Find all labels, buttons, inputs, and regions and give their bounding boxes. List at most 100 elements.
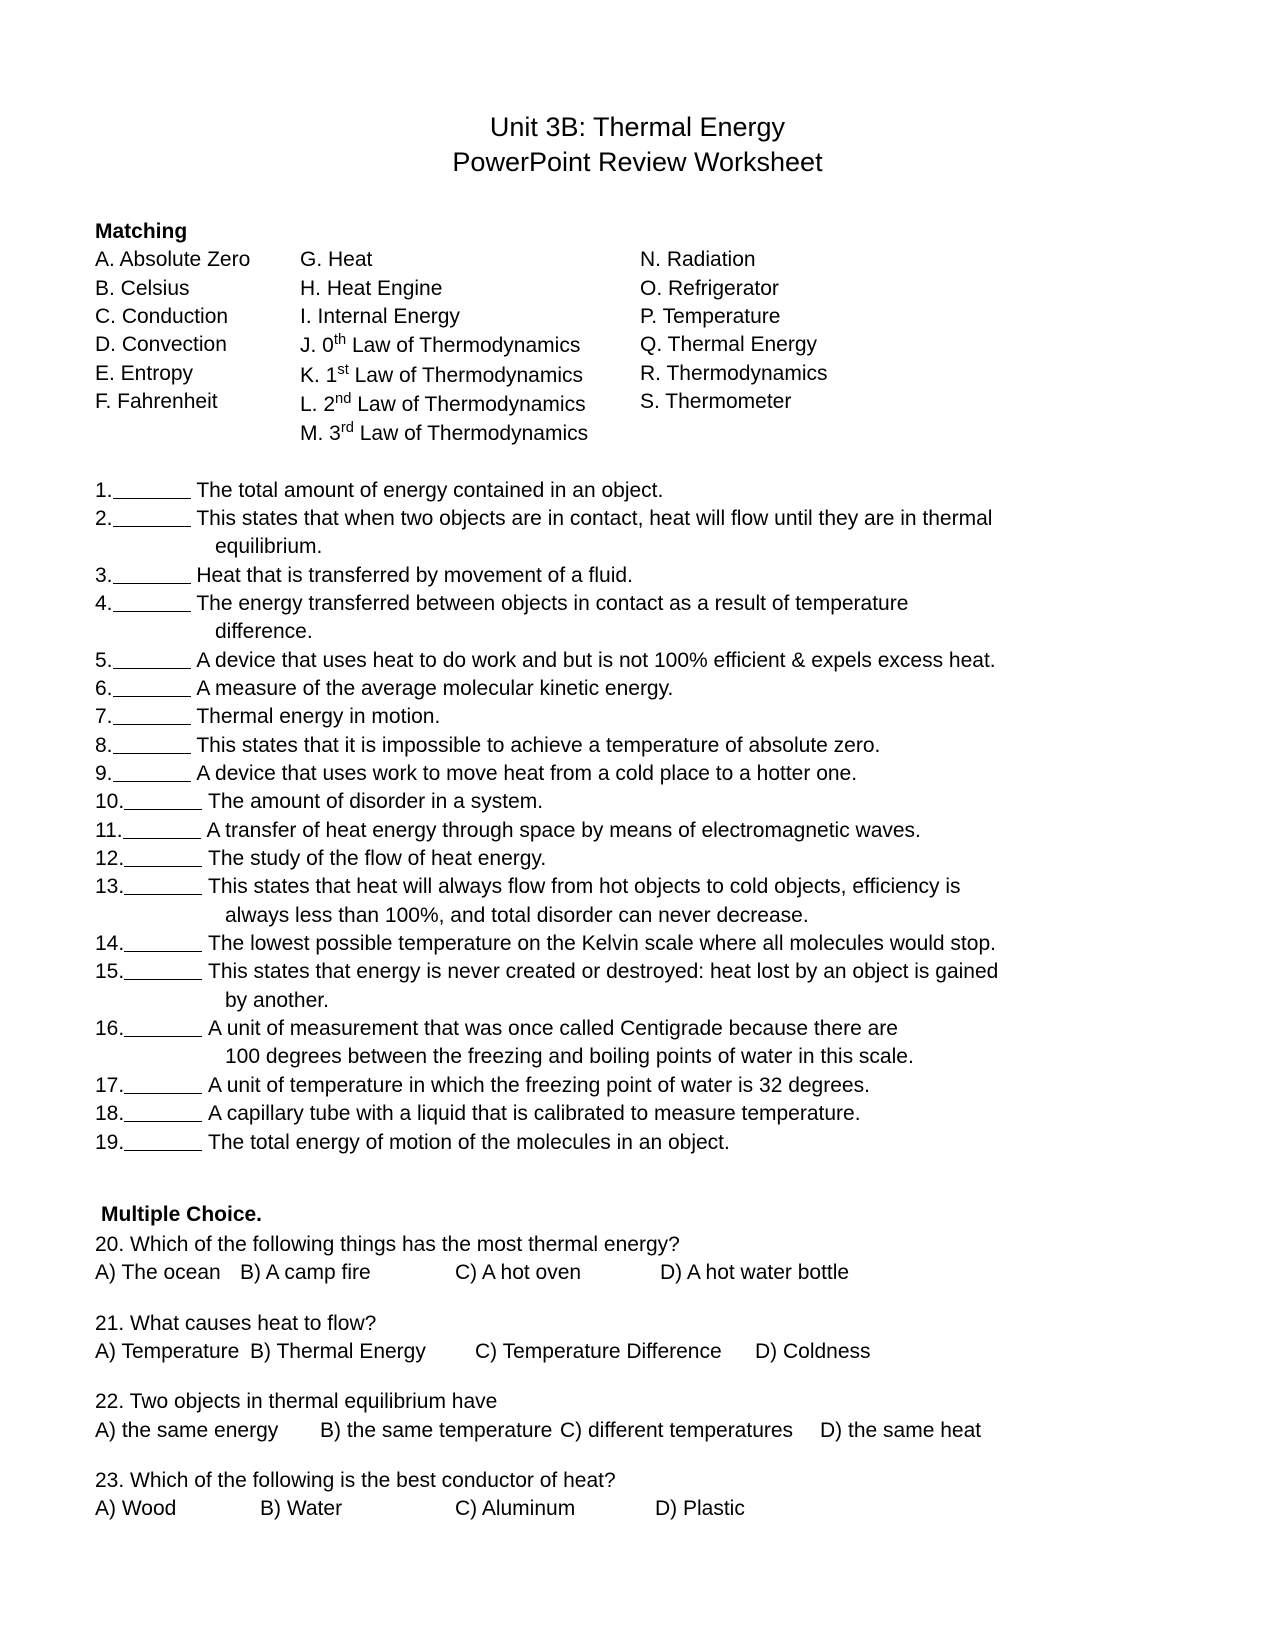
matching-columns: A. Absolute ZeroB. CelsiusC. ConductionD… [95,246,1180,448]
mc-option[interactable]: C) different temperatures [560,1417,820,1445]
answer-blank[interactable] [124,1100,202,1122]
answer-blank[interactable] [113,647,191,669]
mc-option[interactable]: D) the same heat [820,1417,981,1445]
matching-questions: 1. The total amount of energy contained … [95,477,1180,1157]
question-row: 9. A device that uses work to move heat … [95,760,1180,788]
question-text: The energy transferred between objects i… [196,590,1180,618]
answer-blank[interactable] [113,675,191,697]
question-number: 14. [95,930,124,958]
answer-blank[interactable] [124,930,202,952]
mc-option[interactable]: C) Temperature Difference [475,1338,755,1366]
question-row: 4. The energy transferred between object… [95,590,1180,618]
match-term: A. Absolute Zero [95,246,300,274]
mc-question: 21. What causes heat to flow? [95,1310,1180,1338]
mc-option[interactable]: A) Temperature [95,1338,250,1366]
match-term: E. Entropy [95,360,300,388]
match-term: Q. Thermal Energy [640,331,828,359]
answer-blank[interactable] [113,732,191,754]
question-continuation: always less than 100%, and total disorde… [95,902,1180,930]
question-text: This states that energy is never created… [208,958,1180,986]
question-number: 6. [95,675,113,703]
answer-blank[interactable] [123,817,201,839]
mc-option[interactable]: D) A hot water bottle [660,1259,849,1287]
mc-option[interactable]: A) Wood [95,1495,260,1523]
answer-blank[interactable] [113,590,191,612]
question-continuation: difference. [95,618,1180,646]
question-text: 100 degrees between the freezing and boi… [225,1043,914,1071]
match-term: D. Convection [95,331,300,359]
mc-option[interactable]: C) Aluminum [455,1495,655,1523]
question-text: A device that uses heat to do work and b… [196,647,1180,675]
mc-option[interactable]: D) Coldness [755,1338,871,1366]
mc-question-block: 21. What causes heat to flow?A) Temperat… [95,1310,1180,1367]
mc-options: A) WoodB) WaterC) AluminumD) Plastic [95,1495,1180,1523]
match-term: M. 3rd Law of Thermodynamics [300,419,640,448]
question-number: 5. [95,647,113,675]
mc-option[interactable]: B) Thermal Energy [250,1338,475,1366]
question-text: A unit of measurement that was once call… [208,1015,1180,1043]
title-line-1: Unit 3B: Thermal Energy [95,110,1180,145]
match-col-1: A. Absolute ZeroB. CelsiusC. ConductionD… [95,246,300,448]
worksheet-page: Unit 3B: Thermal Energy PowerPoint Revie… [0,0,1275,1650]
answer-blank[interactable] [124,958,202,980]
answer-blank[interactable] [124,845,202,867]
question-text: The study of the flow of heat energy. [208,845,1180,873]
question-row: 1. The total amount of energy contained … [95,477,1180,505]
question-row: 6. A measure of the average molecular ki… [95,675,1180,703]
match-term: K. 1st Law of Thermodynamics [300,361,640,390]
question-text: The lowest possible temperature on the K… [208,930,1180,958]
question-number: 9. [95,760,113,788]
mc-option[interactable]: B) A camp fire [240,1259,455,1287]
mc-option[interactable]: B) Water [260,1495,455,1523]
question-text: This states that when two objects are in… [196,505,1180,533]
question-row: 11. A transfer of heat energy through sp… [95,817,1180,845]
question-number: 17. [95,1072,124,1100]
match-term: C. Conduction [95,303,300,331]
question-text: This states that it is impossible to ach… [196,732,1180,760]
question-row: 16. A unit of measurement that was once … [95,1015,1180,1043]
match-term: I. Internal Energy [300,303,640,331]
mc-question: 20. Which of the following things has th… [95,1231,1180,1259]
mc-options: A) the same energyB) the same temperatur… [95,1417,1180,1445]
question-text: difference. [215,618,313,646]
question-continuation: equilibrium. [95,533,1180,561]
mc-option[interactable]: A) The ocean [95,1259,240,1287]
answer-blank[interactable] [124,788,202,810]
question-continuation: 100 degrees between the freezing and boi… [95,1043,1180,1071]
mc-option[interactable]: D) Plastic [655,1495,745,1523]
mc-option[interactable]: B) the same temperature [320,1417,560,1445]
question-text: A measure of the average molecular kinet… [196,675,1180,703]
answer-blank[interactable] [113,562,191,584]
question-row: 14. The lowest possible temperature on t… [95,930,1180,958]
question-number: 1. [95,477,113,505]
match-term: N. Radiation [640,246,828,274]
question-number: 11. [95,817,123,845]
answer-blank[interactable] [124,1129,202,1151]
answer-blank[interactable] [113,505,191,527]
multiple-choice-heading: Multiple Choice. [95,1203,1180,1227]
answer-blank[interactable] [124,873,202,895]
match-term: B. Celsius [95,275,300,303]
question-row: 2. This states that when two objects are… [95,505,1180,533]
answer-blank[interactable] [124,1072,202,1094]
match-term: O. Refrigerator [640,275,828,303]
mc-options: A) The oceanB) A camp fireC) A hot ovenD… [95,1259,1180,1287]
mc-question-block: 20. Which of the following things has th… [95,1231,1180,1288]
question-row: 3. Heat that is transferred by movement … [95,562,1180,590]
answer-blank[interactable] [124,1015,202,1037]
match-term: S. Thermometer [640,388,828,416]
match-term: P. Temperature [640,303,828,331]
answer-blank[interactable] [113,703,191,725]
answer-blank[interactable] [113,760,191,782]
question-continuation: by another. [95,987,1180,1015]
answer-blank[interactable] [113,477,191,499]
mc-question-block: 23. Which of the following is the best c… [95,1467,1180,1524]
question-row: 5. A device that uses heat to do work an… [95,647,1180,675]
mc-option[interactable]: C) A hot oven [455,1259,660,1287]
question-text: always less than 100%, and total disorde… [225,902,809,930]
question-text: A transfer of heat energy through space … [206,817,1180,845]
multiple-choice-questions: 20. Which of the following things has th… [95,1231,1180,1524]
mc-option[interactable]: A) the same energy [95,1417,320,1445]
question-text: The total amount of energy contained in … [196,477,1180,505]
match-col-2: G. HeatH. Heat EngineI. Internal EnergyJ… [300,246,640,448]
